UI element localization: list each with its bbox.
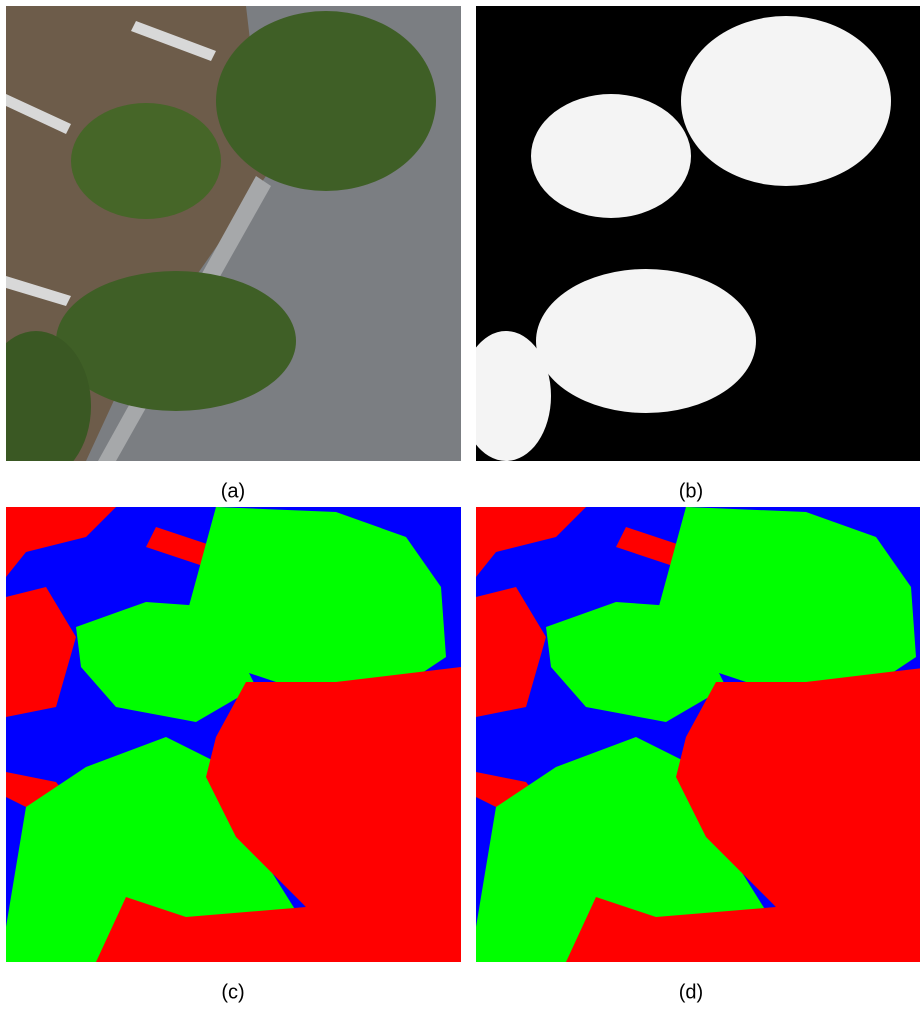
figure: (a) (b) (c) (d) [0, 0, 920, 1011]
caption: (d) [679, 981, 703, 1003]
photo-panel [0, 6, 461, 481]
segmentation-panel [476, 507, 920, 962]
caption: (b) [679, 480, 703, 502]
caption: (a) [221, 480, 245, 502]
caption: (c) [221, 981, 244, 1003]
segmentation-panel [6, 507, 461, 962]
page: {"figure": {"panels": [{"caption": "(a)"… [0, 0, 920, 1011]
mask-panel [461, 6, 920, 461]
